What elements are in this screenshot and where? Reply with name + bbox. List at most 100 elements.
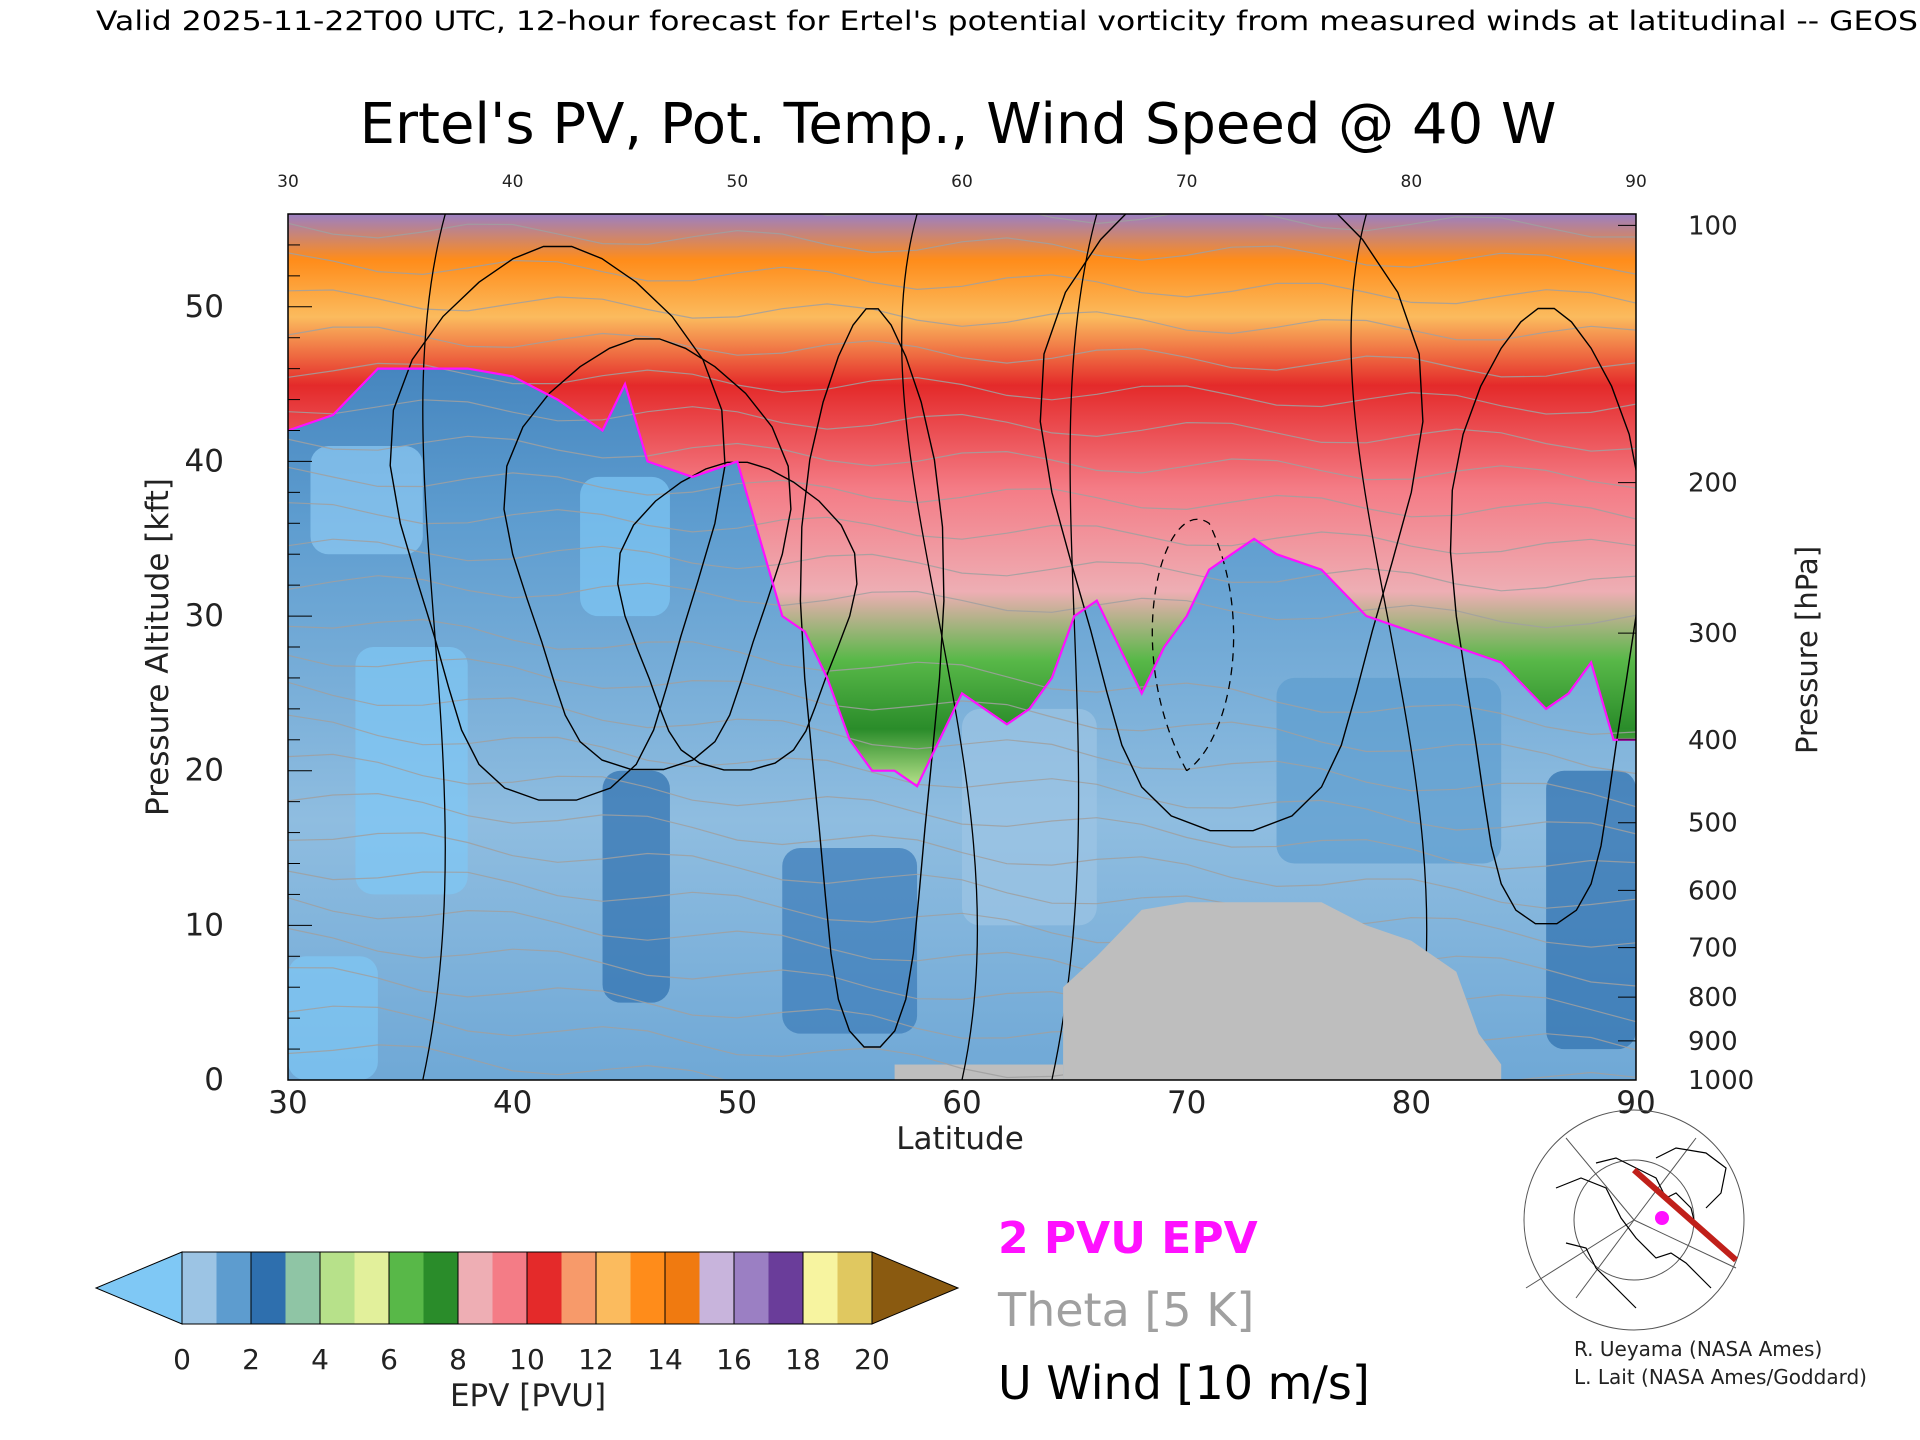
y-tick-label: 20 [185, 753, 224, 789]
valid-line: Valid 2025-11-22T00 UTC, 12-hour forecas… [96, 6, 1918, 37]
epv-patch [1276, 677, 1502, 864]
colorbar-segment [699, 1252, 735, 1324]
x-axis-bottom: 30 40 50 60 70 80 90 [268, 1085, 1655, 1121]
x-axis-label: Latitude [896, 1121, 1024, 1157]
colorbar-segment [596, 1252, 631, 1324]
x-axis-top: 30 40 50 60 70 80 90 [277, 172, 1647, 192]
locator-map [1523, 1109, 1745, 1331]
y2-tick-label: 1000 [1688, 1066, 1754, 1096]
colorbar-tick-label: 2 [242, 1343, 260, 1376]
x-tick-label: 40 [493, 1085, 532, 1121]
y2-tick-label: 500 [1688, 809, 1738, 839]
epv-patch [962, 708, 1097, 926]
y2-axis-label: Pressure [hPa] [1790, 546, 1824, 754]
epv-patch [580, 476, 670, 617]
plot-area [287, 213, 1637, 1081]
y-tick-label: 30 [185, 598, 224, 634]
theta-contour [288, 575, 1636, 629]
y-tick-label: 40 [185, 443, 224, 479]
colorbar-segment [527, 1252, 562, 1324]
credit-line-1: R. Ueyama (NASA Ames) [1574, 1337, 1822, 1361]
theta-contour [288, 1005, 1189, 1080]
x-top-tick-label: 30 [277, 172, 299, 192]
theta-contour [288, 435, 1636, 489]
colorbar-segment [423, 1252, 459, 1324]
y2-tick-label: 700 [1688, 934, 1738, 964]
colorbar-segment [734, 1252, 769, 1324]
y2-tick-label: 100 [1688, 211, 1738, 241]
colorbar-label: EPV [PVU] [450, 1378, 606, 1414]
wind-contours [389, 214, 1636, 1080]
colorbar-segment [803, 1252, 838, 1324]
legend-entry-theta: Theta [5 K] [997, 1283, 1254, 1337]
theta-contour [288, 222, 1636, 275]
wind-contour-negative [1151, 518, 1235, 772]
y-tick-label: 10 [185, 907, 224, 943]
epv-patch [288, 956, 378, 1080]
colorbar-segment [389, 1252, 424, 1324]
x-top-tick-label: 40 [502, 172, 524, 192]
wind-contour [422, 214, 446, 1080]
colorbar-segment [216, 1252, 252, 1324]
y2-tick-label: 200 [1688, 469, 1738, 499]
theta-contour [288, 502, 1636, 555]
wind-contour [901, 214, 979, 1080]
theta-contour [288, 1044, 727, 1080]
colorbar-segment [492, 1252, 528, 1324]
colorbar-segment [251, 1252, 286, 1324]
legend-entry-pv: 2 PVU EPV [998, 1213, 1258, 1264]
stratosphere-fill [288, 214, 1636, 787]
colorbar-segment [561, 1252, 597, 1324]
theta-contour [288, 618, 1636, 736]
x-tick-label: 80 [1392, 1085, 1431, 1121]
colorbar-max-arrow [871, 1251, 960, 1325]
y-tick-label: 50 [185, 289, 224, 325]
colorbar-tick-label: 20 [854, 1343, 890, 1376]
theta-contour [288, 792, 1636, 909]
epv-patch [1546, 770, 1636, 1050]
y-axis-label: Pressure Altitude [kft] [140, 478, 176, 816]
epv-patch [310, 445, 423, 555]
x-tick-label: 90 [1616, 1085, 1655, 1121]
colorbar-tick-label: 18 [785, 1343, 821, 1376]
colorbar: 0 2 4 6 8 10 12 14 16 18 20 [94, 1251, 960, 1376]
theta-contour [288, 538, 1636, 592]
axis-ticks [288, 213, 1636, 1081]
colorbar-tick-label: 10 [509, 1343, 545, 1376]
x-tick-label: 70 [1167, 1085, 1206, 1121]
wind-contour [503, 338, 792, 771]
colorbar-min-arrow [94, 1251, 183, 1325]
colorbar-segment [182, 1252, 217, 1324]
y-axis-left: 0 10 20 30 40 50 [185, 289, 224, 1098]
wind-contour [1051, 214, 1098, 1080]
epv-patch [602, 770, 670, 1003]
colorbar-tick-label: 4 [311, 1343, 329, 1376]
colorbar-segment [285, 1252, 321, 1324]
theta-contour [288, 399, 1636, 452]
y-tick-label: 0 [204, 1062, 224, 1098]
colorbar-tick-label: 6 [380, 1343, 398, 1376]
x-top-tick-label: 70 [1176, 172, 1198, 192]
theta-contour [288, 252, 1636, 305]
theta-contour [288, 832, 1636, 948]
wind-contour [1449, 307, 1636, 925]
theta-contour [288, 753, 1636, 870]
theta-contour [288, 362, 1636, 415]
y2-tick-label: 800 [1688, 983, 1738, 1013]
credit-line-2: L. Lait (NASA Ames/Goddard) [1574, 1365, 1867, 1389]
theta-contour [288, 714, 1636, 835]
colorbar-tick-label: 14 [647, 1343, 683, 1376]
legend: 2 PVU EPV Theta [5 K] U Wind [10 m/s] [997, 1213, 1370, 1410]
colorbar-tick-label: 12 [578, 1343, 614, 1376]
colorbar-segment [837, 1252, 873, 1324]
y2-tick-label: 400 [1688, 726, 1738, 756]
colorbar-segment [458, 1252, 493, 1324]
y-axis-right: 100 200 300 400 500 600 700 800 900 1000 [1688, 211, 1754, 1096]
chart-title: Ertel's PV, Pot. Temp., Wind Speed @ 40 … [360, 92, 1557, 157]
x-top-tick-label: 90 [1625, 172, 1647, 192]
x-top-tick-label: 50 [727, 172, 749, 192]
colorbar-segment [354, 1252, 390, 1324]
epv-patch [782, 848, 918, 1034]
legend-entry-wind: U Wind [10 m/s] [998, 1356, 1370, 1410]
